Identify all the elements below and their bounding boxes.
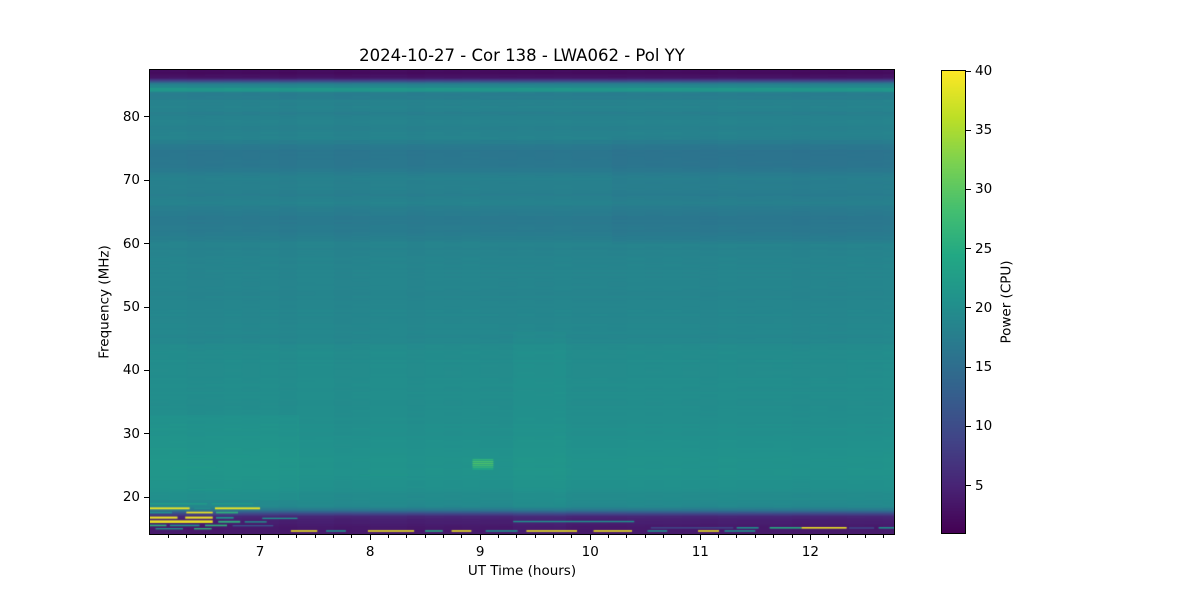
y-tick-label: 40 [122,362,140,379]
x-minor-tick [553,535,555,538]
y-major-tick [144,369,149,371]
y-major-tick [144,306,149,308]
x-minor-tick [883,535,885,538]
x-major-tick [589,535,591,540]
x-major-tick [699,535,701,540]
x-major-tick [369,535,371,540]
x-minor-tick [754,535,756,538]
x-minor-tick [387,535,389,538]
colorbar-frame [941,70,966,534]
y-tick-label: 20 [122,489,140,506]
x-minor-tick [241,535,243,538]
x-minor-tick [718,535,720,538]
y-major-tick [144,433,149,435]
x-minor-tick [864,535,866,538]
x-major-tick [809,535,811,540]
x-minor-tick [791,535,793,538]
x-minor-tick [167,535,169,538]
x-major-tick [479,535,481,540]
y-tick-label: 50 [122,299,140,316]
x-axis-label: UT Time (hours) [467,563,577,579]
x-tick-label: 9 [475,544,485,560]
y-major-tick [144,116,149,118]
x-minor-tick [498,535,500,538]
colorbar-tick-label: 20 [975,299,993,316]
colorbar-tick-label: 15 [975,359,993,376]
colorbar-tick [966,248,971,250]
x-minor-tick [773,535,775,538]
x-minor-tick [516,535,518,538]
y-axis-label: Frequency (MHz) [96,245,113,359]
x-minor-tick [277,535,279,538]
colorbar-canvas [942,71,965,533]
spectrogram-canvas [150,70,894,534]
x-minor-tick [644,535,646,538]
y-tick-label: 80 [122,108,140,125]
x-minor-tick [424,535,426,538]
x-minor-tick [351,535,353,538]
x-minor-tick [571,535,573,538]
colorbar-tick [966,70,971,72]
y-major-tick [144,243,149,245]
colorbar-tick-label: 30 [975,181,993,198]
y-tick-label: 70 [122,172,140,189]
x-tick-label: 8 [365,544,375,560]
colorbar-tick [966,307,971,309]
colorbar-tick-label: 35 [975,122,993,139]
x-minor-tick [828,535,830,538]
colorbar-tick-label: 5 [975,477,984,494]
x-minor-tick [204,535,206,538]
colorbar-tick [966,425,971,427]
x-minor-tick [608,535,610,538]
x-minor-tick [314,535,316,538]
colorbar-tick-label: 25 [975,240,993,257]
x-minor-tick [663,535,665,538]
x-minor-tick [186,535,188,538]
plot-frame [149,69,895,535]
colorbar-tick [966,129,971,131]
x-minor-tick [846,535,848,538]
y-major-tick [144,179,149,181]
x-minor-tick [534,535,536,538]
colorbar-tick [966,485,971,487]
x-tick-label: 10 [581,544,599,560]
x-tick-label: 11 [691,544,709,560]
x-minor-tick [736,535,738,538]
x-major-tick [259,535,261,540]
x-minor-tick [681,535,683,538]
x-minor-tick [442,535,444,538]
x-tick-label: 7 [255,544,265,560]
x-minor-tick [332,535,334,538]
x-minor-tick [406,535,408,538]
colorbar-tick [966,188,971,190]
y-tick-label: 60 [122,235,140,252]
colorbar-tick [966,366,971,368]
colorbar-label: Power (CPU) [998,260,1015,344]
y-major-tick [144,496,149,498]
x-tick-label: 12 [801,544,819,560]
colorbar-tick-label: 40 [975,63,993,79]
colorbar-tick-label: 10 [975,418,993,435]
x-minor-tick [222,535,224,538]
x-minor-tick [296,535,298,538]
chart-title: 2024-10-27 - Cor 138 - LWA062 - Pol YY [359,46,685,65]
x-minor-tick [626,535,628,538]
x-minor-tick [461,535,463,538]
y-tick-label: 30 [122,425,140,442]
